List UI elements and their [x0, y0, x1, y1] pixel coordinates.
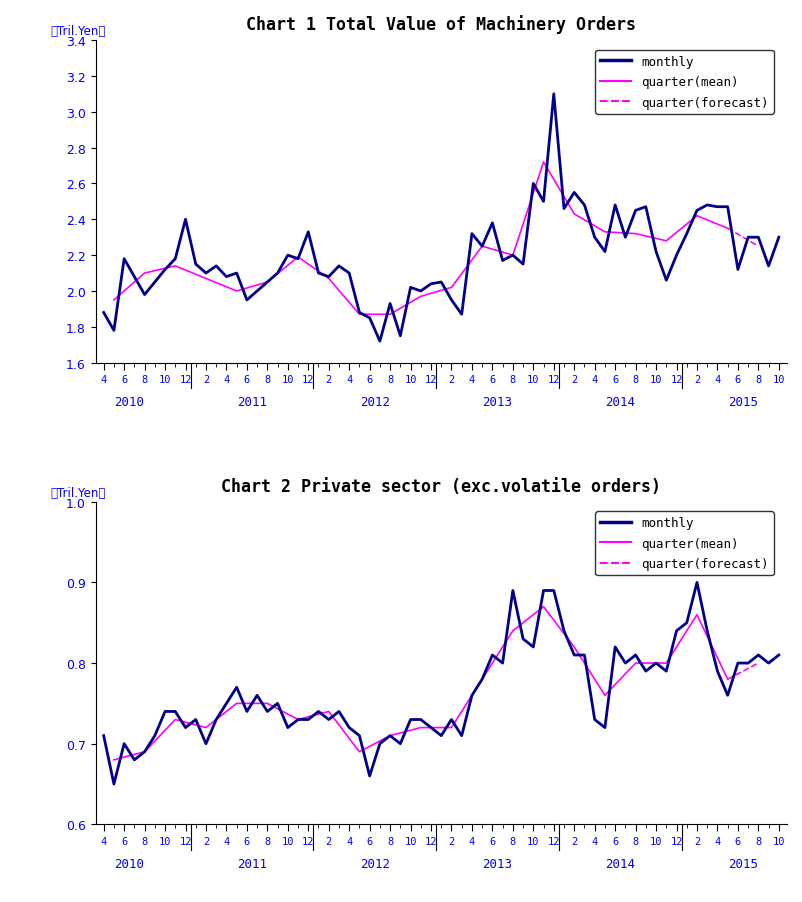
Text: 2011: 2011 [237, 395, 267, 409]
Text: 2014: 2014 [606, 857, 635, 870]
Text: 2015: 2015 [728, 857, 758, 870]
Title: Chart 1 Total Value of Machinery Orders: Chart 1 Total Value of Machinery Orders [246, 15, 636, 34]
Text: 2010: 2010 [114, 857, 144, 870]
Text: 2014: 2014 [606, 395, 635, 409]
Text: （Tril.Yen）: （Tril.Yen） [51, 25, 106, 38]
Legend: monthly, quarter(mean), quarter(forecast): monthly, quarter(mean), quarter(forecast… [595, 511, 774, 575]
Text: 2010: 2010 [114, 395, 144, 409]
Text: 2012: 2012 [360, 857, 390, 870]
Text: （Tril.Yen）: （Tril.Yen） [51, 486, 106, 499]
Text: 2013: 2013 [483, 395, 512, 409]
Text: 2011: 2011 [237, 857, 267, 870]
Text: 2015: 2015 [728, 395, 758, 409]
Text: 2013: 2013 [483, 857, 512, 870]
Title: Chart 2 Private sector (exc.volatile orders): Chart 2 Private sector (exc.volatile ord… [221, 477, 662, 495]
Legend: monthly, quarter(mean), quarter(forecast): monthly, quarter(mean), quarter(forecast… [595, 51, 774, 115]
Text: 2012: 2012 [360, 395, 390, 409]
